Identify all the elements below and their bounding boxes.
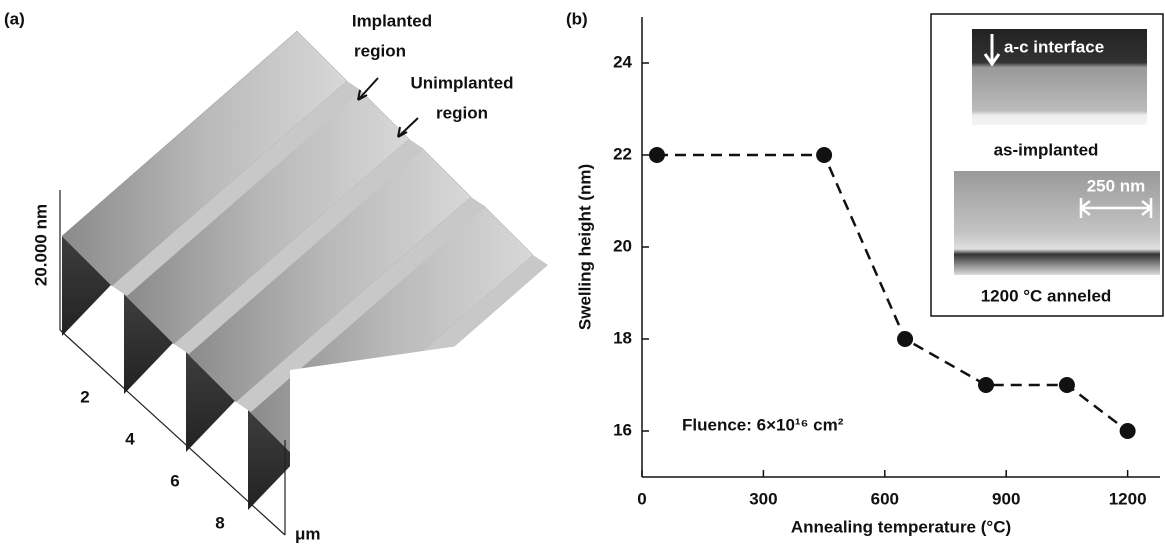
- x-tick-label: 0: [637, 489, 646, 508]
- floor: [290, 335, 535, 530]
- ridge-slope: [236, 197, 486, 412]
- x-axis-label: Annealing temperature (°C): [791, 517, 1011, 536]
- x-tick-label: 600: [871, 489, 899, 508]
- data-point: [648, 147, 665, 163]
- inset-caption: 1200 °C anneled: [981, 286, 1112, 305]
- data-point: [816, 147, 833, 163]
- inset-image: [954, 171, 1160, 275]
- ridge-slope: [112, 81, 362, 296]
- depth-tick-label: 2: [80, 387, 89, 406]
- y-tick-label: 16: [613, 420, 632, 439]
- z-scale: 20.000 nm: [31, 204, 50, 286]
- depth-tick-label: 8: [215, 513, 224, 532]
- x-tick-label: 900: [992, 489, 1020, 508]
- data-point: [897, 331, 914, 347]
- depth-axis: [59, 329, 286, 536]
- annotation: Unimplanted: [411, 73, 514, 92]
- inset-label: a-c interface: [1004, 37, 1104, 56]
- scale-bar-label: 250 nm: [1087, 176, 1146, 195]
- inset-image: [972, 29, 1147, 125]
- y-tick-label: 20: [613, 236, 632, 255]
- annotation: region: [354, 41, 406, 60]
- depth-tick-label: 4: [125, 429, 135, 448]
- panel-label: (b): [566, 9, 588, 28]
- afm-image: (a) 20.000 nm 2 4 6 8 μm Implanted region Unimpla…: [4, 9, 548, 543]
- annotation: Fluence: 6×10¹⁶ cm²: [682, 415, 844, 434]
- data-point: [977, 377, 994, 393]
- y-tick-label: 18: [613, 328, 632, 347]
- chart: (b) 16 18 20 22 24 0 300 600 900 1200 Annealing tem…: [566, 9, 1164, 536]
- unit-label: μm: [295, 524, 321, 543]
- arrow: [397, 117, 419, 138]
- y-tick-label: 24: [613, 52, 632, 71]
- panel-label: (a): [4, 9, 25, 28]
- data-line: [656, 153, 1129, 432]
- depth-tick-label: 6: [170, 471, 179, 490]
- data-point: [1058, 377, 1075, 393]
- arrow: [357, 77, 379, 101]
- x-tick-label: 300: [749, 489, 777, 508]
- ridge-slope: [174, 139, 424, 354]
- y-axis-label: Swelling height (nm): [575, 164, 594, 330]
- scale-bar: [1078, 198, 1154, 218]
- arrow: [983, 34, 1001, 67]
- annotation: Implanted: [352, 11, 432, 30]
- inset-caption: as-implanted: [994, 140, 1099, 159]
- y-tick-label: 22: [613, 144, 632, 163]
- x-tick-label: 1200: [1109, 489, 1147, 508]
- annotation: region: [436, 103, 488, 122]
- data-point: [1119, 423, 1136, 439]
